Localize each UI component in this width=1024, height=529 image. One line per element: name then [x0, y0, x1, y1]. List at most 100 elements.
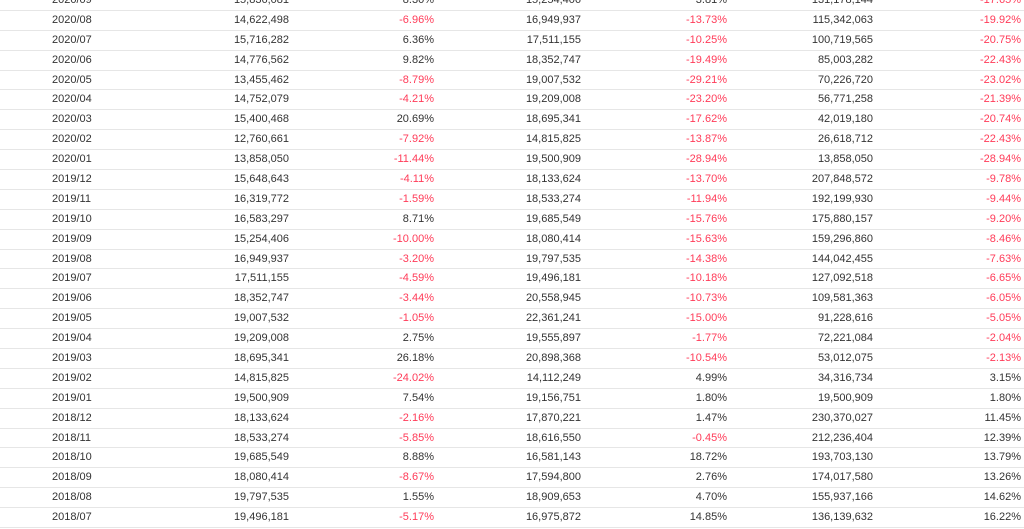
month-cell: 2019/06 — [52, 292, 92, 305]
month-cell: 2020/09 — [52, 0, 92, 6]
value-cell: 14,752,079 — [233, 93, 289, 106]
value-cell: 19,007,532 — [525, 73, 581, 86]
percent-cell: -13.73% — [686, 13, 727, 26]
percent-cell: -23.02% — [980, 73, 1021, 86]
value-cell: 19,685,549 — [233, 451, 289, 464]
value-cell: 115,342,063 — [812, 13, 873, 26]
value-cell: 144,042,455 — [811, 252, 873, 265]
value-cell: 15,254,406 — [233, 232, 289, 245]
table-row: 2019/09 15,254,406 -10.00% 18,080,414 -15.63… — [0, 230, 1024, 250]
value-cell: 193,703,130 — [811, 451, 873, 464]
value-cell: 16,949,937 — [525, 13, 581, 26]
percent-cell: 12.39% — [983, 431, 1021, 444]
percent-cell: 1.47% — [695, 411, 727, 424]
value-cell: 13,858,050 — [817, 153, 873, 166]
value-cell: 91,228,616 — [817, 312, 873, 325]
percent-cell: 11.45% — [984, 411, 1022, 424]
percent-cell: -7.63% — [986, 252, 1021, 265]
percent-cell: -4.11% — [399, 173, 434, 186]
percent-cell: -15.63% — [686, 232, 727, 245]
value-cell: 53,012,075 — [817, 352, 873, 365]
value-cell: 15,254,406 — [525, 0, 581, 6]
month-cell: 2019/07 — [52, 272, 92, 285]
percent-cell: -20.74% — [980, 113, 1021, 126]
month-cell: 2018/08 — [52, 491, 92, 504]
value-cell: 159,296,860 — [811, 232, 873, 245]
percent-cell: -23.20% — [686, 93, 727, 106]
table-row: 2020/08 14,622,498 -6.96% 16,949,937 -13.73%… — [0, 11, 1024, 31]
table-row: 2018/11 18,533,274 -5.85% 18,616,550 -0.45% 2… — [0, 429, 1024, 449]
percent-cell: -3.20% — [399, 252, 434, 265]
value-cell: 15,648,643 — [233, 173, 289, 186]
percent-cell: 14.85% — [689, 511, 727, 524]
value-cell: 16,583,297 — [233, 212, 289, 225]
value-cell: 155,937,166 — [811, 491, 873, 504]
value-cell: 19,156,751 — [525, 391, 581, 404]
percent-cell: -6.96% — [399, 13, 434, 26]
value-cell: 20,898,368 — [525, 352, 581, 365]
table-row: 2020/02 12,760,661 -7.92% 14,815,825 -13.87%… — [0, 130, 1024, 151]
percent-cell: 18.72% — [689, 451, 727, 464]
value-cell: 15,400,468 — [233, 113, 289, 126]
value-cell: 22,361,241 — [525, 312, 581, 325]
value-cell: 18,909,653 — [525, 491, 581, 504]
value-cell: 70,226,720 — [817, 73, 873, 86]
value-cell: 19,209,008 — [525, 93, 581, 106]
value-cell: 19,797,535 — [525, 252, 581, 265]
percent-cell: -8.79% — [399, 73, 434, 86]
value-cell: 18,133,624 — [525, 173, 581, 186]
table-row: 2018/08 19,797,535 1.55% 18,909,653 4.70% 155… — [0, 488, 1024, 509]
percent-cell: -13.87% — [686, 133, 727, 146]
percent-cell: 1.80% — [695, 391, 727, 404]
percent-cell: 20.69% — [396, 113, 434, 126]
value-cell: 26,618,712 — [817, 133, 873, 146]
value-cell: 72,221,084 — [817, 332, 873, 345]
percent-cell: 8.30% — [402, 0, 434, 6]
percent-cell: -15.76% — [686, 212, 727, 225]
percent-cell: -14.38% — [686, 252, 727, 265]
value-cell: 15,716,282 — [233, 33, 289, 46]
percent-cell: -6.05% — [986, 292, 1021, 305]
value-cell: 14,622,498 — [233, 13, 289, 26]
value-cell: 17,511,155 — [526, 33, 581, 46]
month-cell: 2020/03 — [52, 113, 92, 126]
table-row: 2018/07 19,496,181 -5.17% 16,975,872 14.85% 1… — [0, 508, 1024, 529]
value-cell: 18,695,341 — [525, 113, 581, 126]
percent-cell: -15.00% — [686, 312, 727, 325]
value-cell: 18,352,747 — [233, 292, 289, 305]
value-cell: 127,092,518 — [811, 272, 873, 285]
value-cell: 18,080,414 — [525, 232, 581, 245]
percent-cell: 26.18% — [396, 352, 434, 365]
value-cell: 19,500,909 — [817, 391, 873, 404]
percent-cell: -2.04% — [986, 332, 1021, 345]
percent-cell: 1.55% — [402, 491, 434, 504]
percent-cell: -11.94% — [686, 192, 727, 205]
month-cell: 2018/12 — [52, 411, 92, 424]
value-cell: 56,771,258 — [817, 93, 873, 106]
percent-cell: 3.15% — [989, 371, 1021, 384]
value-cell: 16,949,937 — [233, 252, 289, 265]
table-row: 2019/08 16,949,937 -3.20% 19,797,535 -14.38%… — [0, 250, 1024, 270]
table-row: 2019/02 14,815,825 -24.02% 14,112,249 4.99% 3… — [0, 369, 1024, 389]
percent-cell: 3.81% — [695, 0, 727, 6]
percent-cell: -13.70% — [686, 173, 727, 186]
percent-cell: -9.78% — [986, 173, 1021, 186]
percent-cell: -1.59% — [399, 192, 434, 205]
value-cell: 212,236,404 — [811, 431, 873, 444]
month-cell: 2020/01 — [52, 153, 92, 166]
percent-cell: -10.00% — [393, 232, 434, 245]
percent-cell: 7.54% — [402, 391, 434, 404]
month-cell: 2019/01 — [52, 391, 92, 404]
percent-cell: -19.49% — [686, 53, 727, 66]
value-cell: 17,511,155 — [234, 272, 289, 285]
percent-cell: 9.82% — [402, 53, 434, 66]
value-cell: 14,815,825 — [525, 133, 581, 146]
value-cell: 18,616,550 — [525, 431, 581, 444]
month-cell: 2019/11 — [52, 192, 91, 205]
percent-cell: -4.21% — [399, 93, 434, 106]
percent-cell: -29.21% — [686, 73, 727, 86]
percent-cell: -1.05% — [399, 312, 434, 325]
value-cell: 15,836,081 — [233, 0, 289, 6]
value-cell: 19,500,909 — [525, 153, 581, 166]
value-cell: 18,080,414 — [233, 471, 289, 484]
